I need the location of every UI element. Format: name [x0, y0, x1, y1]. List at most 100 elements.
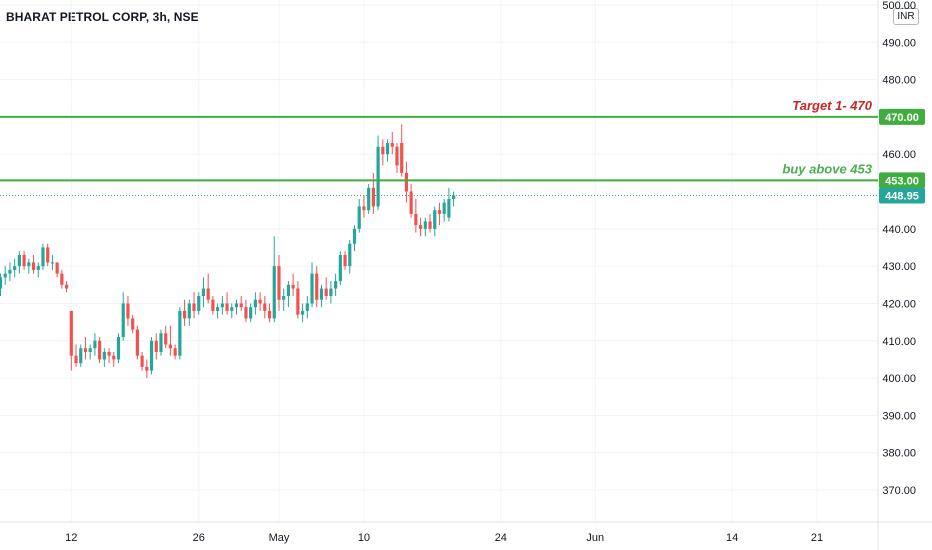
candle-body — [178, 310, 182, 356]
candle-body — [319, 288, 324, 300]
candle-body — [343, 254, 347, 267]
candle-body — [22, 254, 26, 267]
candle-body — [409, 191, 413, 214]
candle-body — [300, 310, 305, 315]
candle-body — [13, 266, 17, 270]
candle-body — [102, 351, 106, 360]
candle-body — [55, 262, 59, 274]
candle-body — [437, 210, 442, 214]
candle-body — [428, 221, 432, 229]
y-tick-label: 400.00 — [882, 373, 916, 385]
candle-body — [46, 247, 50, 263]
x-tick-label: 14 — [726, 532, 738, 544]
candle-body — [310, 273, 314, 304]
candle-body — [433, 210, 437, 229]
level-annotation: Target 1- 470 — [792, 98, 872, 113]
candle-body — [249, 307, 253, 319]
candle-body — [0, 277, 3, 289]
candle-body — [164, 333, 168, 345]
candle-body — [64, 284, 69, 289]
candle-body — [272, 266, 276, 319]
candle-body — [135, 329, 139, 356]
candle-body — [182, 310, 187, 319]
x-tick-label: 24 — [495, 532, 507, 544]
candle-body — [253, 299, 257, 308]
candle-body — [69, 310, 73, 356]
y-tick-label: 420.00 — [882, 298, 916, 310]
candle-body — [211, 299, 215, 311]
last-price-badge — [879, 187, 925, 204]
y-tick-label: 380.00 — [882, 448, 916, 460]
candle-body — [291, 284, 295, 289]
candle-body — [112, 355, 116, 360]
candle-body — [239, 303, 243, 308]
x-tick-label: 12 — [65, 532, 77, 544]
currency-button[interactable]: INR — [893, 8, 919, 25]
x-tick-label: 10 — [358, 532, 370, 544]
candle-body — [121, 303, 125, 338]
candle-body — [282, 296, 286, 300]
y-tick-label: 410.00 — [882, 336, 916, 348]
candle-body — [296, 288, 300, 315]
candle-body — [263, 303, 267, 311]
candle-body — [98, 340, 102, 360]
candle-body — [225, 303, 229, 311]
chart-title: BHARAT PETROL CORP, 3h, NSE — [6, 10, 199, 24]
candle-body — [50, 262, 55, 264]
candle-body — [201, 288, 206, 296]
candle-body — [371, 187, 375, 207]
candle-body — [83, 348, 88, 352]
candle-body — [452, 195, 456, 199]
candle-body — [395, 146, 399, 166]
candle-body — [140, 355, 144, 367]
candle-body — [126, 303, 130, 319]
candle-body — [418, 225, 423, 229]
candle-body — [116, 337, 121, 360]
candle-body — [41, 247, 45, 267]
y-tick-label: 500.00 — [882, 0, 916, 12]
candle-body — [154, 340, 158, 352]
candle-body — [206, 288, 210, 300]
x-tick-label: May — [269, 532, 290, 544]
candle-body — [376, 146, 380, 207]
y-tick-label: 370.00 — [882, 485, 916, 497]
candle-body — [423, 221, 427, 229]
candle-body — [173, 348, 177, 356]
y-tick-label: 490.00 — [882, 37, 916, 49]
level-price-badge — [879, 172, 925, 189]
candle-body — [367, 187, 371, 211]
candle-body — [234, 303, 239, 308]
level-price-label: 453.00 — [885, 175, 919, 187]
candle-body — [348, 243, 352, 267]
candle-body — [131, 318, 135, 330]
candle-body — [8, 269, 12, 274]
candle-body — [286, 284, 291, 296]
candle-body — [338, 254, 342, 282]
candle-body — [145, 366, 149, 371]
candle-body — [27, 262, 31, 267]
candle-body — [385, 143, 390, 155]
x-tick-label: 26 — [193, 532, 205, 544]
candle-body — [258, 299, 262, 304]
candle-body — [187, 303, 191, 319]
candle-body — [315, 273, 319, 300]
candle-body — [381, 146, 385, 155]
candle-body — [192, 303, 196, 311]
candle-body — [362, 206, 366, 211]
candle-body — [277, 266, 281, 300]
level-price-badge — [879, 108, 925, 125]
candle-body — [442, 202, 446, 214]
candle-body — [244, 307, 248, 319]
candle-body — [60, 273, 64, 285]
level-annotation: buy above 453 — [782, 161, 872, 176]
candle-body — [3, 273, 7, 278]
candle-body — [107, 351, 111, 356]
candle-body — [197, 296, 201, 311]
candle-body — [220, 303, 224, 308]
candle-body — [390, 143, 394, 147]
candle-body — [168, 344, 173, 349]
candle-body — [267, 310, 272, 319]
candle-body — [93, 340, 97, 349]
x-tick-label: 21 — [811, 532, 823, 544]
